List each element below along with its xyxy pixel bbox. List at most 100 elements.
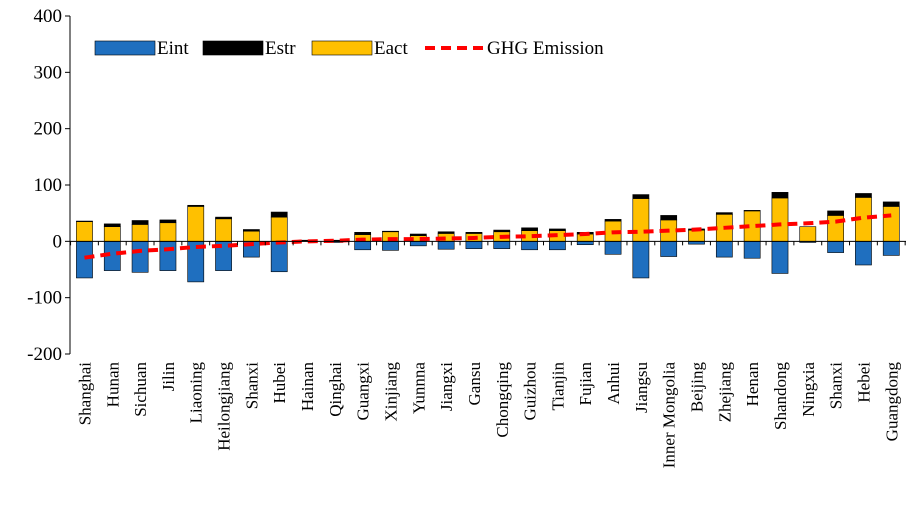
bar-eact: [243, 230, 260, 242]
x-tick-label: Guizhou: [521, 362, 540, 421]
bar-eint: [76, 241, 93, 279]
bar-estr: [270, 211, 288, 218]
y-tick-label: 200: [34, 119, 63, 140]
legend-label: GHG Emission: [487, 38, 604, 59]
bar-estr: [159, 219, 177, 224]
bar-estr: [715, 212, 733, 215]
x-tick-label: Hubei: [270, 362, 289, 404]
x-tick-label: Tianjin: [548, 362, 567, 411]
bar-estr: [215, 216, 232, 220]
bar-eint: [715, 241, 733, 258]
bar-eact: [187, 206, 205, 242]
bar-estr: [855, 193, 872, 198]
bar-eint: [549, 241, 566, 251]
ghg-line-layer: [84, 213, 892, 260]
x-tick-label: Gansu: [465, 362, 484, 406]
y-tick-label: 400: [34, 6, 63, 27]
x-tick-label: Guangdong: [882, 362, 901, 442]
bar-estr: [382, 230, 399, 233]
bar-eact: [76, 221, 93, 242]
bar-estr: [437, 231, 455, 234]
x-tick-label: Chongqing: [493, 362, 512, 438]
x-tick-label: Qinghai: [326, 362, 345, 417]
bar-eint: [771, 241, 789, 274]
bar-eint: [660, 241, 678, 257]
bar-eact: [688, 229, 705, 242]
bar-eint: [882, 241, 900, 256]
bar-eact: [131, 224, 149, 242]
x-tick-label: Hebei: [854, 362, 873, 403]
bar-eint: [437, 241, 455, 250]
bar-estr: [882, 201, 900, 207]
x-tick-label: Shanxi: [242, 362, 261, 410]
x-tick-label: Guangxi: [354, 362, 373, 421]
x-tick-label: Liaoning: [187, 362, 206, 424]
bar-estr: [827, 210, 844, 216]
x-tick-label: Hainan: [298, 362, 317, 412]
x-tick-label: Heilongjiang: [215, 362, 234, 451]
y-tick-label: 300: [34, 62, 63, 83]
bar-estr: [409, 233, 427, 236]
y-tick-label: 0: [53, 231, 63, 252]
bar-estr: [549, 228, 566, 231]
y-axis: -200 -100 0 100 200 300 400: [27, 6, 71, 365]
bar-eint: [521, 241, 538, 251]
x-tick-label: Ningxia: [799, 362, 818, 417]
ghg-emission-line: [84, 213, 892, 260]
bar-estr: [604, 219, 622, 222]
x-tick-label: Yunnna: [409, 362, 428, 414]
bar-eact: [159, 222, 177, 242]
bar-estr: [187, 204, 205, 207]
bar-eint: [632, 241, 650, 279]
bar-eact: [799, 226, 817, 242]
x-tick-label: Shandong: [771, 362, 790, 431]
bar-estr: [76, 220, 93, 222]
y-tick-label: 100: [34, 175, 63, 196]
x-tick-label: Jiangxi: [437, 362, 456, 411]
x-tick-label: Jilin: [159, 362, 178, 392]
y-tick-label: -100: [27, 288, 62, 309]
x-tick-label: Sichuan: [131, 362, 150, 417]
x-tick-label: Hunan: [103, 362, 122, 408]
bar-eint: [354, 241, 372, 251]
bar-estr: [743, 210, 761, 212]
bar-eint: [827, 241, 844, 253]
x-tick-label: Shanxi: [827, 362, 846, 410]
bar-estr: [632, 194, 650, 199]
bar-estr: [243, 229, 260, 232]
bar-estr: [103, 223, 121, 227]
bar-estr: [465, 232, 483, 234]
bar-estr: [771, 192, 789, 199]
bar-eint: [409, 241, 427, 247]
x-tick-label: Jiangsu: [632, 362, 651, 414]
x-tick-label: Anhui: [604, 362, 623, 405]
bar-eint: [855, 241, 872, 266]
legend-swatch-estr: [202, 40, 264, 56]
legend-swatch-eact: [311, 40, 373, 56]
bar-eint: [743, 241, 761, 259]
x-tick-label: Henan: [743, 362, 762, 407]
bar-eact: [270, 216, 288, 242]
bar-eint: [131, 241, 149, 273]
bar-estr: [521, 227, 538, 231]
bar-eint: [493, 241, 511, 249]
bar-eact: [771, 197, 789, 242]
bar-estr: [493, 229, 511, 233]
x-tick-label: Beijing: [688, 362, 707, 413]
bar-eint: [576, 241, 594, 246]
bar-eint: [382, 241, 399, 251]
x-tick-label: Zhejiang: [715, 362, 734, 423]
bar-eact: [632, 198, 650, 242]
bar-eint: [604, 241, 622, 255]
legend-label: Eint: [157, 38, 189, 59]
x-tick-label: Xinjiang: [381, 362, 400, 422]
bar-estr: [131, 220, 149, 225]
bar-eact: [882, 206, 900, 242]
bar-eact: [103, 226, 121, 242]
x-tick-label: Shanghai: [75, 362, 94, 426]
legend-swatch-eint: [94, 40, 156, 56]
x-tick-label: Fujian: [576, 362, 595, 406]
bar-estr: [660, 215, 678, 221]
legend: Eint Estr Eact GHG Emission: [94, 38, 604, 59]
